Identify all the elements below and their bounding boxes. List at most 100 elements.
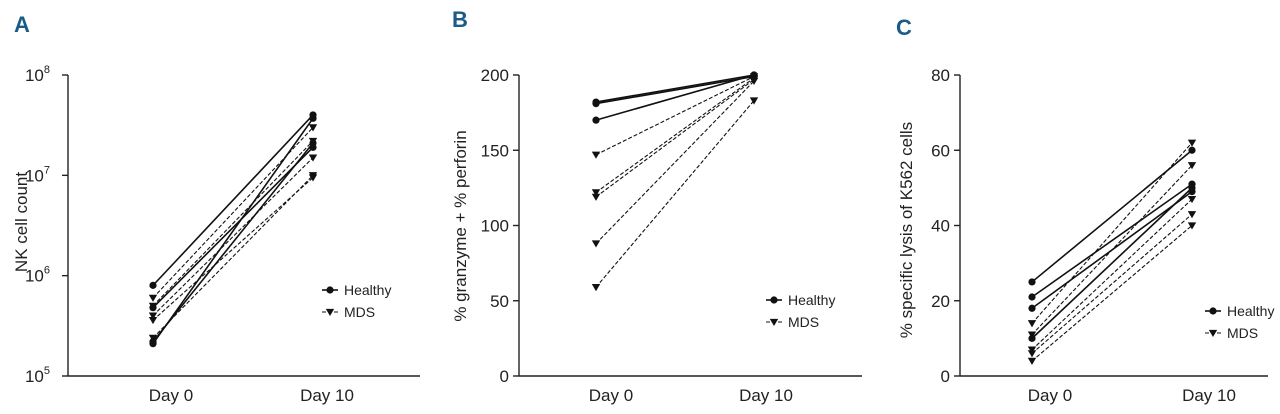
series-line-b-0 — [595, 74, 755, 103]
series-line-b-5 — [595, 79, 755, 198]
series-line-a-4 — [152, 127, 314, 299]
panel-letter-c: C — [896, 15, 912, 40]
series-line-a-5 — [152, 157, 314, 316]
x-tick-label-c-1: Day 10 — [1182, 386, 1236, 405]
legend-a: Healthy MDS — [322, 282, 391, 320]
point-c-0-day0 — [1028, 278, 1036, 286]
x-tick-label-b-1: Day 10 — [739, 386, 793, 405]
point-c-5-day0 — [1027, 331, 1037, 339]
point-c-1-day0 — [1028, 293, 1036, 301]
series-b-7 — [591, 97, 759, 292]
series-line-c-3 — [1031, 187, 1193, 339]
legend-marker-c-0 — [1209, 307, 1217, 315]
y-axis-title-c: % specific lysis of K562 cells — [897, 122, 916, 338]
y-tick-label-b-2: 100 — [481, 217, 509, 236]
series-c-8 — [1027, 222, 1197, 365]
panel-a: A NK cell count Day 0 Day 10 10510610710… — [12, 12, 420, 405]
y-tick-label-b-3: 150 — [481, 141, 509, 160]
point-a-5-day0 — [148, 312, 158, 320]
y-tick-label-a-2: 107 — [25, 164, 50, 185]
point-c-0-day10 — [1188, 146, 1196, 154]
legend-marker-b-0 — [770, 296, 778, 304]
series-line-a-8 — [152, 140, 314, 307]
series-line-c-4 — [1031, 142, 1193, 324]
y-tick-label-a-0: 105 — [25, 365, 50, 386]
legend-marker-b-1 — [769, 318, 779, 326]
series-line-b-4 — [595, 77, 755, 193]
y-tick-label-a-1: 106 — [25, 265, 50, 286]
series-line-a-6 — [152, 174, 314, 339]
point-b-3-day0 — [591, 151, 601, 159]
series-line-a-3 — [152, 142, 314, 343]
series-c-7 — [1027, 211, 1197, 358]
point-b-7-day10 — [749, 97, 759, 105]
point-a-7-day0 — [148, 317, 158, 325]
point-a-8-day0 — [148, 302, 158, 310]
series-c-4 — [1027, 139, 1197, 328]
series-a-6 — [148, 172, 318, 342]
series-c-6 — [1027, 196, 1197, 354]
y-ticks-b: 0 50 100 150 200 — [481, 66, 519, 386]
point-c-6-day10 — [1187, 196, 1197, 204]
point-a-4-day10 — [308, 124, 318, 132]
series-line-c-7 — [1031, 213, 1193, 354]
point-b-4-day0 — [591, 189, 601, 197]
point-b-6-day10 — [749, 77, 759, 86]
series-line-b-2 — [595, 74, 755, 121]
point-c-4-day10 — [1187, 139, 1197, 147]
legend-c: Healthy MDS — [1205, 303, 1274, 341]
point-c-7-day10 — [1187, 211, 1197, 219]
legend-label-a-1: MDS — [344, 304, 375, 320]
point-b-1-day0 — [592, 99, 600, 108]
legend-label-a-0: Healthy — [344, 282, 391, 298]
x-tick-label-b-0: Day 0 — [589, 386, 633, 405]
y-ticks-c: 0 20 40 60 80 — [931, 66, 960, 386]
series-a-8 — [148, 137, 318, 310]
series-line-a-2 — [152, 146, 314, 309]
series-b-3 — [591, 73, 759, 159]
series-a-1 — [149, 114, 317, 348]
point-a-8-day10 — [308, 137, 318, 145]
point-c-8-day0 — [1027, 357, 1037, 365]
y-tick-label-c-0: 0 — [941, 367, 950, 386]
point-a-5-day10 — [308, 154, 318, 162]
series-line-b-7 — [595, 100, 755, 288]
y-tick-label-b-1: 50 — [490, 292, 509, 311]
legend-label-c-0: Healthy — [1227, 303, 1274, 319]
series-a-4 — [148, 124, 318, 302]
y-tick-label-c-3: 60 — [931, 141, 950, 160]
legend-b: Healthy MDS — [766, 292, 835, 330]
y-tick-label-c-2: 40 — [931, 217, 950, 236]
y-tick-label-b-0: 0 — [500, 367, 509, 386]
series-line-c-6 — [1031, 198, 1193, 351]
x-tick-label-a-1: Day 10 — [300, 386, 354, 405]
series-line-a-1 — [152, 117, 314, 345]
lines-c — [1027, 139, 1197, 365]
point-c-3-day10 — [1188, 184, 1196, 192]
point-b-7-day0 — [591, 284, 601, 292]
series-line-c-8 — [1031, 225, 1193, 362]
legend-marker-a-0 — [326, 286, 334, 294]
x-tick-label-a-0: Day 0 — [149, 386, 193, 405]
point-a-7-day10 — [308, 174, 318, 182]
panel-c: C % specific lysis of K562 cells Day 0 D… — [896, 15, 1274, 405]
series-line-a-0 — [152, 114, 314, 286]
panel-letter-b: B — [452, 7, 468, 32]
series-line-a-7 — [152, 177, 314, 321]
series-c-0 — [1028, 146, 1196, 286]
point-a-1-day10 — [309, 114, 317, 122]
series-a-0 — [149, 111, 317, 289]
point-a-6-day0 — [148, 334, 158, 342]
y-tick-label-b-4: 200 — [481, 66, 509, 85]
series-line-b-1 — [595, 75, 755, 105]
series-a-3 — [149, 139, 317, 346]
series-c-1 — [1028, 180, 1196, 301]
panel-b: B % granzyme + % perforin Day 0 Day 10 0… — [451, 7, 862, 405]
legend-label-c-1: MDS — [1227, 325, 1258, 341]
x-tick-label-c-0: Day 0 — [1028, 386, 1072, 405]
point-a-0-day0 — [149, 281, 157, 289]
series-line-b-3 — [595, 76, 755, 156]
legend-label-b-1: MDS — [788, 314, 819, 330]
y-ticks-a: 105 106 107 108 — [25, 64, 68, 386]
